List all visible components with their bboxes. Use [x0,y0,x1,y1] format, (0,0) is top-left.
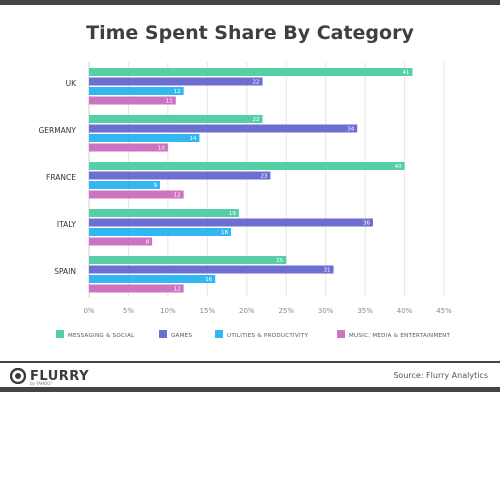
x-tick-label: 35% [357,307,373,315]
bar [89,77,263,86]
legend-label: UTILITIES & PRODUCTIVITY [227,333,309,339]
bar [89,218,373,227]
bar [89,275,216,283]
legend-label: MUSIC, MEDIA & ENTERTAINMENT [349,333,451,339]
category-label: GERMANY [38,126,76,135]
bar [89,96,176,105]
data-label: 23 [260,174,267,180]
brand-subtitle: by YAHOO! [30,381,52,386]
bar [89,237,153,246]
data-label: 12 [174,89,181,95]
data-label: 34 [347,127,354,133]
data-label: 19 [229,211,236,217]
data-label: 9 [154,183,158,189]
bar [89,228,231,236]
brand-name: FLURRY [30,368,89,384]
data-label: 22 [253,117,260,123]
flurry-logo-icon [10,368,26,384]
bar [89,143,168,152]
footer-divider [0,361,500,363]
data-label: 12 [174,193,181,199]
bar [89,190,184,199]
bar [89,256,287,264]
legend-label: MESSAGING & SOCIAL [68,333,135,339]
x-tick-label: 45% [436,307,452,315]
data-label: 41 [402,70,409,76]
data-label: 36 [363,221,370,227]
category-label: SPAIN [54,267,76,276]
legend-label: GAMES [171,333,192,339]
data-label: 40 [395,164,402,170]
data-label: 25 [276,258,283,264]
bar [89,265,334,274]
category-label: FRANCE [46,173,76,182]
category-label: UK [66,79,77,88]
x-tick-label: 15% [200,307,216,315]
chart-title: Time Spent Share By Category [86,22,414,44]
data-label: 31 [324,268,331,274]
source-credit: Source: Flurry Analytics [393,371,488,380]
data-label: 16 [205,277,212,283]
top-border [0,0,500,5]
category-label: ITALY [57,220,77,229]
data-label: 22 [253,80,260,86]
legend-swatch [337,330,345,338]
x-tick-label: 10% [160,307,176,315]
x-tick-label: 25% [278,307,294,315]
data-label: 18 [221,230,228,236]
bar [89,162,405,170]
data-label: 11 [166,99,173,105]
x-tick-label: 30% [318,307,334,315]
bar [89,124,358,133]
x-tick-label: 20% [239,307,255,315]
bar [89,284,184,293]
bar [89,115,263,123]
x-tick-label: 0% [83,307,94,315]
bar-chart: 0% 5% 10% 15% 20% 25% 30% 35% 40% 45%UK41221211GE… [38,62,452,339]
x-tick-label: 5% [123,307,134,315]
data-label: 8 [146,240,150,246]
data-label: 14 [189,136,196,142]
legend-swatch [56,330,64,338]
bar [89,209,239,217]
legend-swatch [215,330,223,338]
bar [89,181,160,189]
bar [89,171,271,180]
bar [89,134,200,142]
bar [89,68,413,76]
data-label: 12 [174,287,181,293]
x-tick-label: 40% [397,307,413,315]
bottom-border [0,387,500,392]
data-label: 10 [158,146,165,152]
legend-swatch [159,330,167,338]
bar [89,87,184,95]
flurry-logo: FLURRY [10,366,89,386]
